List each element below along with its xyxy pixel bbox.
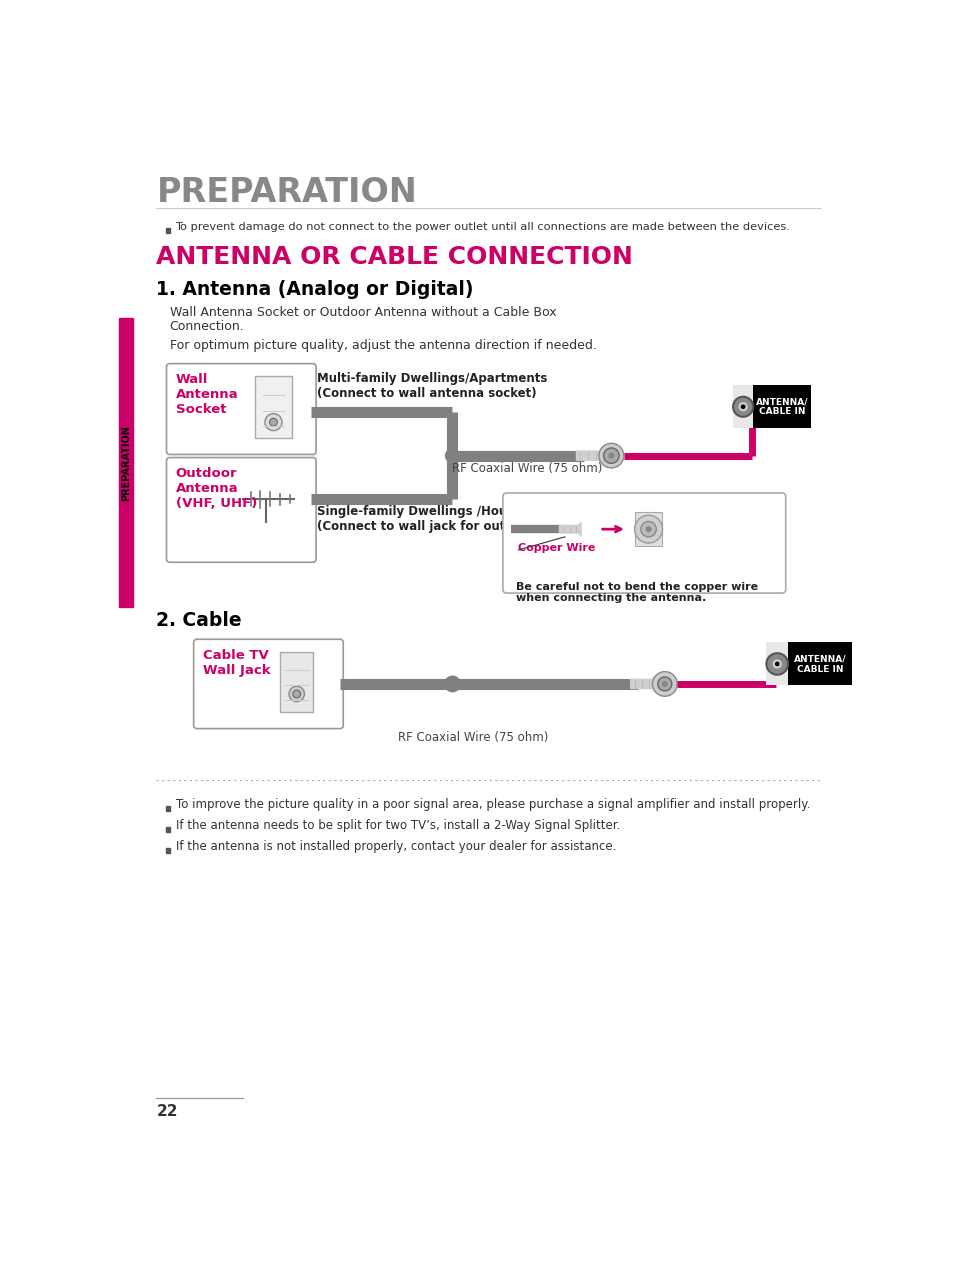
Bar xyxy=(119,318,133,607)
Text: ANTENNA/
CABLE IN: ANTENNA/ CABLE IN xyxy=(755,397,807,416)
Text: Connection.: Connection. xyxy=(170,321,244,333)
Text: For optimum picture quality, adjust the antenna direction if needed.: For optimum picture quality, adjust the … xyxy=(170,338,596,351)
Text: Multi-family Dwellings/Apartments
(Connect to wall antenna socket): Multi-family Dwellings/Apartments (Conne… xyxy=(316,373,547,401)
Text: 22: 22 xyxy=(156,1104,178,1119)
Text: PREPARATION: PREPARATION xyxy=(156,177,416,209)
Text: If the antenna needs to be split for two TV’s, install a 2-Way Signal Splitter.: If the antenna needs to be split for two… xyxy=(175,819,619,832)
Text: If the antenna is not installed properly, contact your dealer for assistance.: If the antenna is not installed properly… xyxy=(175,840,616,854)
Bar xyxy=(280,651,313,711)
Circle shape xyxy=(634,515,661,543)
Circle shape xyxy=(661,681,667,687)
Text: Outdoor
Antenna
(VHF, UHF): Outdoor Antenna (VHF, UHF) xyxy=(175,467,257,510)
Text: 2. Cable: 2. Cable xyxy=(156,612,242,631)
Circle shape xyxy=(265,413,282,431)
Text: Single-family Dwellings /Houses
(Connect to wall jack for outdoor antenna): Single-family Dwellings /Houses (Connect… xyxy=(316,505,599,533)
Polygon shape xyxy=(630,677,655,692)
Text: Be careful not to bend the copper wire
when connecting the antenna.: Be careful not to bend the copper wire w… xyxy=(516,581,758,603)
Circle shape xyxy=(771,659,781,669)
Text: Wall
Antenna
Socket: Wall Antenna Socket xyxy=(175,373,238,416)
Bar xyxy=(753,385,810,429)
Text: PREPARATION: PREPARATION xyxy=(121,425,132,500)
Circle shape xyxy=(737,402,748,412)
Text: 1. Antenna (Analog or Digital): 1. Antenna (Analog or Digital) xyxy=(156,280,474,299)
Circle shape xyxy=(293,691,300,698)
Circle shape xyxy=(774,661,779,667)
Bar xyxy=(166,228,171,233)
Text: RF Coaxial Wire (75 ohm): RF Coaxial Wire (75 ohm) xyxy=(397,731,548,744)
Bar xyxy=(166,827,171,832)
Bar xyxy=(166,848,171,852)
Text: To improve the picture quality in a poor signal area, please purchase a signal a: To improve the picture quality in a poor… xyxy=(175,799,809,812)
Circle shape xyxy=(603,448,618,463)
Circle shape xyxy=(640,522,656,537)
Circle shape xyxy=(732,397,753,417)
Bar xyxy=(634,513,661,546)
Circle shape xyxy=(598,444,623,468)
Polygon shape xyxy=(558,523,580,536)
Bar xyxy=(787,642,851,686)
Circle shape xyxy=(289,687,304,702)
Circle shape xyxy=(445,449,459,463)
Text: Wall Antenna Socket or Outdoor Antenna without a Cable Box: Wall Antenna Socket or Outdoor Antenna w… xyxy=(170,307,556,319)
Circle shape xyxy=(444,677,459,692)
Circle shape xyxy=(270,418,277,426)
Text: Cable TV
Wall Jack: Cable TV Wall Jack xyxy=(203,649,271,677)
Text: ANTENNA/
CABLE IN: ANTENNA/ CABLE IN xyxy=(793,654,845,674)
Bar xyxy=(732,385,810,429)
Text: ANTENNA OR CABLE CONNECTION: ANTENNA OR CABLE CONNECTION xyxy=(156,244,633,268)
Text: RF Coaxial Wire (75 ohm): RF Coaxial Wire (75 ohm) xyxy=(452,462,602,474)
Bar xyxy=(166,806,171,812)
Circle shape xyxy=(652,672,677,696)
Text: Copper Wire: Copper Wire xyxy=(517,543,595,553)
Circle shape xyxy=(765,653,787,674)
Circle shape xyxy=(658,677,671,691)
Polygon shape xyxy=(576,448,603,463)
Circle shape xyxy=(608,453,614,459)
Circle shape xyxy=(740,404,744,410)
Bar xyxy=(254,377,292,438)
Circle shape xyxy=(645,527,651,532)
FancyBboxPatch shape xyxy=(502,494,785,593)
Bar xyxy=(765,642,851,686)
Text: To prevent damage do not connect to the power outlet until all connections are m: To prevent damage do not connect to the … xyxy=(174,223,789,233)
